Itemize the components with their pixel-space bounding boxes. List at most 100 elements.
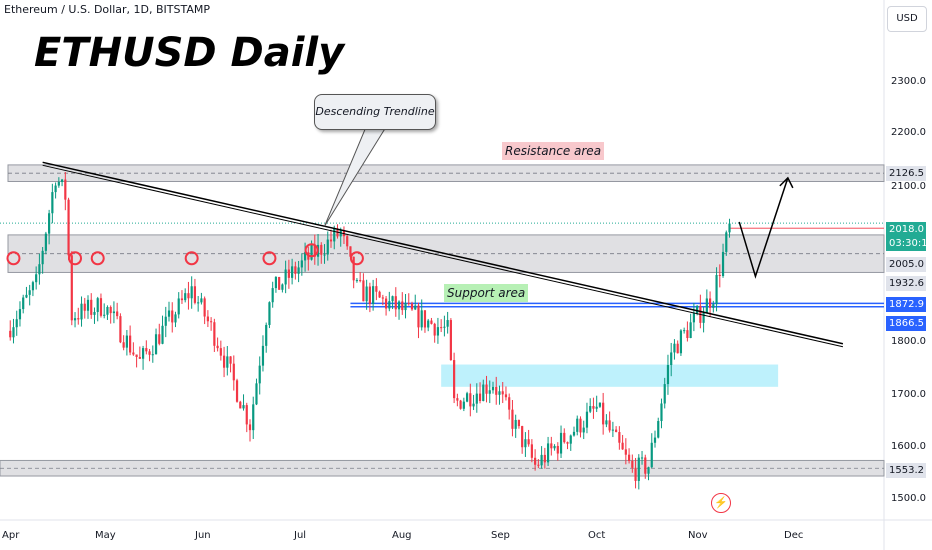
projection-path: [738, 177, 789, 279]
candle-body: [640, 457, 644, 459]
candle-body: [653, 437, 657, 443]
candle-body: [472, 403, 475, 407]
projection-arrowhead: [779, 176, 794, 189]
candle-body: [86, 299, 90, 311]
candle-body: [420, 310, 423, 328]
candle-body: [158, 334, 161, 344]
candle-body: [258, 365, 261, 384]
candle-body: [627, 454, 631, 461]
candle-body: [530, 444, 533, 458]
candle-body: [453, 360, 456, 399]
candle-body: [352, 256, 355, 281]
candle-body: [462, 401, 465, 409]
candle-body: [475, 393, 478, 404]
candle-body: [514, 419, 517, 429]
candle-body: [718, 274, 721, 276]
candle-body: [443, 326, 446, 328]
descending-trendline-inner: [42, 164, 844, 348]
chart-title: ETHUSD Daily: [34, 30, 345, 76]
candle-body: [368, 286, 371, 304]
resistance-label: Resistance area: [502, 142, 605, 160]
candle-body: [459, 400, 462, 409]
candle-body: [566, 442, 569, 444]
candle-body: [90, 299, 93, 315]
candle-body: [167, 310, 171, 317]
candle-body: [67, 199, 70, 256]
x-tick-may: May: [95, 530, 116, 541]
candle-body: [381, 297, 384, 299]
candle-body: [44, 233, 47, 251]
candle-body: [388, 301, 391, 309]
candle-body: [12, 327, 15, 338]
x-tick-nov: Nov: [688, 530, 708, 541]
candle-body: [145, 348, 148, 352]
candle-body: [440, 327, 443, 329]
candle-body: [83, 303, 86, 311]
candle-body: [245, 405, 248, 425]
candle-body: [605, 420, 608, 425]
trendline-callout: Descending Trendline: [314, 94, 436, 130]
x-tick-dec: Dec: [784, 530, 804, 541]
candle-body: [511, 409, 514, 429]
touch-circle: [6, 251, 21, 266]
candle-body: [129, 335, 132, 353]
candle-body: [349, 246, 352, 257]
candle-body: [508, 397, 511, 410]
touch-circle: [304, 243, 319, 258]
candle-body: [686, 330, 689, 339]
candle-body: [35, 274, 38, 283]
touch-circle: [262, 251, 277, 266]
candle-body: [540, 454, 543, 466]
candle-body: [417, 305, 420, 328]
candle-body: [397, 301, 401, 310]
candle-body: [634, 467, 637, 481]
candle-body: [206, 316, 209, 322]
candle-body: [31, 282, 35, 291]
currency-button[interactable]: USD: [887, 6, 927, 32]
candle-body: [239, 401, 242, 409]
candle-body: [313, 244, 316, 257]
candle-body: [618, 432, 621, 443]
candle-body: [728, 223, 731, 233]
symbol-info: Ethereum / U.S. Dollar, 1D, BITSTAMP: [4, 3, 210, 16]
badge-zone-top: 2005.0: [886, 257, 926, 272]
badge-current-price: 2018.0: [886, 222, 926, 237]
candle-body: [501, 391, 504, 395]
candle-body: [550, 443, 553, 449]
candle-body: [598, 402, 602, 407]
candle-body: [644, 457, 647, 474]
candle-body: [372, 286, 375, 304]
candle-body: [271, 288, 274, 303]
candle-body: [193, 286, 197, 303]
candle-body: [18, 309, 22, 320]
candle-body: [650, 442, 653, 468]
candle-body: [478, 393, 482, 401]
candle-body: [715, 274, 718, 305]
candle-body: [488, 390, 491, 394]
candle-body: [692, 313, 695, 323]
candle-body: [708, 298, 712, 308]
candle-body: [180, 298, 184, 301]
candle-body: [469, 393, 472, 407]
candle-body: [229, 356, 232, 364]
candle-body: [252, 404, 255, 431]
candle-body: [333, 228, 336, 242]
candle-body: [222, 355, 226, 368]
candle-body: [546, 443, 550, 463]
candle-body: [504, 394, 508, 398]
flash-icon[interactable]: ⚡: [711, 493, 731, 513]
touch-circle: [68, 251, 83, 266]
candle-body: [106, 307, 109, 315]
demand-zone: [441, 364, 779, 387]
candle-body: [673, 343, 676, 353]
candle-body: [585, 411, 589, 428]
candle-body: [125, 335, 128, 348]
x-tick-jun: Jun: [195, 530, 211, 541]
candle-body: [60, 179, 64, 182]
candle-body: [401, 301, 404, 311]
descending-trendline: [42, 161, 844, 345]
candle-body: [608, 420, 611, 431]
candle-body: [73, 318, 77, 321]
candle-body: [80, 303, 83, 320]
